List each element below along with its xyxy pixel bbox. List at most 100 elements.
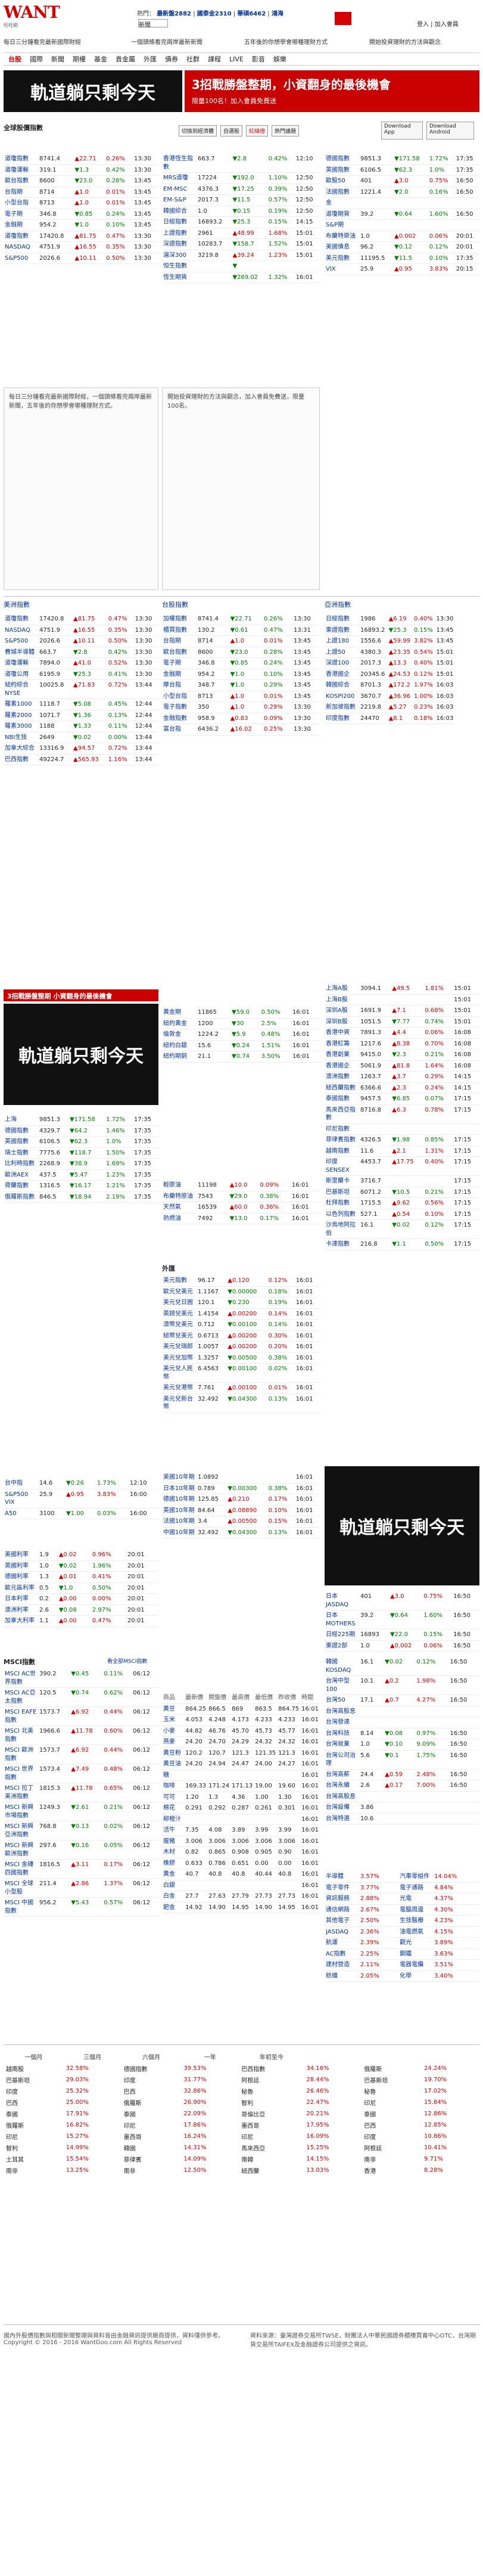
quote-row[interactable]: 深證指數 10283.7 ▼158.7 1.52% 15:01 (162, 238, 320, 250)
quote-name[interactable]: 巴基斯坦 (325, 1187, 359, 1198)
table-row[interactable]: 黃金 40.7 40.8 40.8 40.44 40.8 16:01 (162, 1869, 320, 1880)
quote-row[interactable]: 紐約白銀 15.6 ▼0.24 1.51% 16:01 (162, 1040, 320, 1051)
quote-row[interactable]: 美元指數 11195.5 ▼11.5 0.10% 17:35 (325, 253, 479, 264)
table-row[interactable]: 木材 0.82 0.865 0.908 0.905 0.90 16:01 (162, 1846, 320, 1858)
site-logo[interactable]: WANT 旺旺網 (4, 2, 60, 28)
quote-row[interactable]: 巴西指數 49224.7 ▲565.93 1.16% 13:44 (4, 754, 158, 765)
quote-name[interactable]: VIX (325, 263, 359, 275)
quote-row[interactable]: MSCI EAFE指數 1573.7 ▲6.92 0.44% 06:12 (4, 1706, 158, 1726)
quote-name[interactable]: MRS道瓊 (162, 172, 197, 184)
news-box-mid[interactable]: 開始投資理財的方法與觀念，加入會員免費送，限量100名。 (162, 387, 320, 590)
quote-row[interactable]: 台灣公司治理 5.6 ▼0.1 1.75% 16:50 (325, 1750, 479, 1770)
quote-name[interactable]: 美國10年期 (162, 1472, 197, 1483)
quote-name[interactable]: 台灣發達 (325, 1717, 359, 1728)
quote-row[interactable]: 羅素2000 1071.7 ▼1.36 0.13% 12:44 (4, 710, 158, 721)
quote-row[interactable]: 俄羅斯指數 846.5 ▼18.94 2.19% 17:35 (4, 1191, 158, 1203)
quote-name[interactable]: 香港國企 (325, 669, 359, 680)
quote-row[interactable]: 德國指數 4329.7 ▼64.2 1.46% 17:35 (4, 1125, 158, 1137)
quote-name[interactable]: 紐西蘭指數 (325, 1082, 359, 1094)
quote-name[interactable]: MSCI EAFE指數 (4, 1706, 38, 1726)
quote-name[interactable]: 道瓊指數 (4, 154, 38, 165)
quote-name[interactable]: 澳幣兌美元 (162, 1319, 197, 1331)
quote-name[interactable]: 台灣特選 (325, 1813, 359, 1824)
quote-row[interactable]: 歐台指數 8600 ▼23.0 0.28% 13:45 (162, 647, 320, 658)
table-row[interactable]: 白銀 16:01 (162, 1880, 320, 1891)
quote-name[interactable]: 法國指數 (325, 187, 359, 198)
sector-name[interactable]: 紡織 (325, 1970, 359, 1982)
quote-name[interactable]: 馬來西亞指數 (325, 1104, 359, 1124)
quote-row[interactable]: 日本MOTHERS 39.2 ▼0.64 1.60% 16:50 (325, 1610, 479, 1630)
quote-name[interactable]: 台指期 (4, 187, 38, 198)
quote-row[interactable]: 紐約期銅 21.1 ▼0.74 3.50% 16:01 (162, 1051, 320, 1063)
quote-name[interactable]: 加拿大利率 (4, 1615, 38, 1627)
quote-row[interactable]: 電子期 346.8 ▼0.85 0.24% 13:45 (162, 657, 320, 669)
quote-row[interactable]: 道瓊運輸 7894.0 ▲41.0 0.52% 13:30 (4, 657, 158, 669)
hot-item[interactable]: 最新盤2882 (157, 11, 192, 17)
returns-market[interactable]: 泰國 (6, 2112, 18, 2118)
quote-name[interactable]: 澳洲指數 (325, 1071, 359, 1083)
quote-name[interactable]: 中國10年期 (162, 1527, 197, 1538)
returns-market[interactable]: 泰國 (364, 2112, 376, 2118)
quote-row[interactable]: 德國10年期 125.85 ▲0.210 0.17% 16:01 (162, 1494, 320, 1506)
quote-name[interactable]: 比利時指數 (4, 1158, 38, 1170)
quote-row[interactable]: 上海B股 15:01 (325, 994, 479, 1005)
tagline-1[interactable]: 每日三分鐘看完最新國際財經 (4, 39, 81, 46)
sector-row[interactable]: 建材營造 2.11% 電器電纜 3.51% (325, 1959, 479, 1971)
table-row[interactable]: 瘦豬 3.006 3.006 3.006 3.006 3.006 16:01 (162, 1836, 320, 1847)
quote-row[interactable]: 熱燃油 7492 ▼13.0 0.17% 16:01 (162, 1213, 320, 1224)
quote-name[interactable]: MSCI 新興亞洲指數 (4, 1821, 38, 1841)
quote-name[interactable]: 深證100 (325, 657, 359, 669)
quote-row[interactable]: 韓國綜合 8701.3 ▲172.2 1.97% 16:03 (325, 679, 456, 691)
quote-row[interactable]: 台灣高薪 24.4 ▲0.59 2.48% 16:50 (325, 1769, 479, 1780)
returns-market[interactable]: 俄羅斯 (364, 2066, 382, 2073)
commodity-name[interactable]: 咖啡 (162, 1780, 185, 1792)
quote-row[interactable]: 斯里蘭卡 3716.7 17:15 (325, 1175, 479, 1187)
menu-item[interactable]: 基金 (94, 55, 107, 63)
quote-name[interactable]: 日經指數 (325, 614, 359, 625)
quote-row[interactable]: 日本10年期 0.789 ▼0.00300 0.38% 16:01 (162, 1483, 320, 1494)
quote-name[interactable]: 道瓊期貨 (325, 209, 359, 220)
quote-row[interactable]: 上海A股 3094.1 ▲49.5 1.81% 15:01 (325, 983, 479, 995)
quote-row[interactable]: 比利時指數 2268.9 ▼38.9 1.69% 17:35 (4, 1158, 158, 1170)
quote-name[interactable]: 越南指數 (325, 1146, 359, 1157)
returns-market[interactable]: 印度 (364, 2134, 376, 2141)
quote-name[interactable]: 道瓊指數 (4, 614, 38, 625)
quote-name[interactable]: 加權指數 (162, 614, 197, 625)
quote-name[interactable]: 台灣永續 (325, 1780, 359, 1792)
returns-header-cell[interactable]: 一年 (204, 2054, 216, 2061)
quote-row[interactable]: S&P500 2026.6 ▲10.11 0.50% 13:30 (4, 635, 158, 647)
quote-name[interactable]: 上海A股 (325, 983, 359, 995)
sector-name[interactable]: 鋼鐵 (398, 1948, 434, 1960)
table-row[interactable]: 鈀金 14.92 14.90 14.95 14.90 14.95 16:01 (162, 1902, 320, 1913)
quote-row[interactable]: 日經指數 1986 ▲6.19 0.40% 13:30 (325, 614, 456, 625)
menu-item[interactable]: 貴金屬 (116, 55, 135, 63)
menu-item[interactable]: 娛樂 (273, 55, 286, 63)
quote-row[interactable]: 台灣高股息 (325, 1791, 479, 1802)
quote-row[interactable]: MSCI 金磚四國指數 1816.5 ▲3.11 0.17% 06:12 (4, 1859, 158, 1879)
menu-item[interactable]: 國際 (30, 55, 43, 63)
quote-name[interactable]: 費城半導體 (4, 647, 38, 658)
quote-row[interactable]: 沙烏地阿拉伯 16.1 ▼0.02 0.12% 17:15 (325, 1219, 479, 1239)
quote-row[interactable]: 台指期 8714 ▲1.0 0.01% 13:45 (162, 635, 320, 647)
sector-row[interactable]: 資訊服務 2.88% 光電 4.37% (325, 1893, 479, 1905)
quote-name[interactable]: 美元指數 (325, 253, 359, 264)
quote-row[interactable]: 加拿大綜合 13316.9 ▲94.57 0.72% 13:44 (4, 743, 158, 755)
quote-row[interactable]: 台灣設備 3.86 (325, 1802, 479, 1814)
quote-row[interactable]: 紐幣兌美元 0.6713 ▲0.00200 0.30% 16:01 (162, 1330, 320, 1342)
quote-row[interactable]: 印度SENSEX 4453.7 ▲17.75 0.40% 17:15 (325, 1156, 479, 1176)
quote-name[interactable]: 菲律賓指數 (325, 1134, 359, 1146)
quote-name[interactable]: 熱燃油 (162, 1213, 197, 1224)
quote-row[interactable]: 富台指 6436.2 ▲16.02 0.25% 13:30 (162, 724, 320, 735)
quote-row[interactable]: 金融期 954.2 ▼1.0 0.10% 13:45 (162, 669, 320, 680)
menu-item[interactable]: 社群 (186, 55, 200, 63)
quote-name[interactable]: 美元兌日圓 (162, 1297, 197, 1309)
quote-row[interactable]: 德國利率 1.3 ▲0.01 0.41% 20:01 (4, 1571, 158, 1583)
quote-name[interactable]: MSCI 中國指數 (4, 1897, 38, 1917)
returns-market[interactable]: 泰國 (123, 2112, 136, 2118)
returns-market[interactable]: 巴西 (123, 2089, 136, 2096)
quote-row[interactable]: 美元兌新台幣 32.492 ▼0.04300 0.13% 16:01 (162, 1393, 320, 1413)
returns-market[interactable]: 菲律賓 (123, 2157, 142, 2164)
returns-market[interactable]: 墨西哥 (123, 2134, 142, 2141)
quote-name[interactable]: 富台指 (162, 724, 197, 735)
quote-row[interactable]: NASDAQ 4751.9 ▲16.55 0.35% 13:30 (4, 241, 158, 253)
